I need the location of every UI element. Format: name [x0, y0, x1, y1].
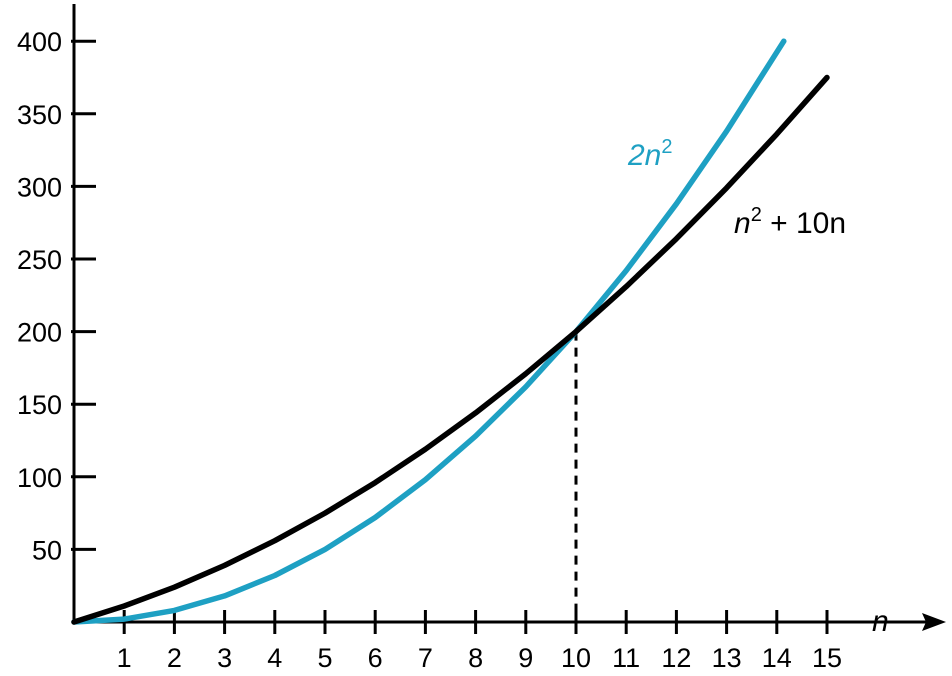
y-tick-label: 400: [17, 27, 62, 57]
series-lines: [71, 38, 830, 625]
y-tick-label: 300: [17, 172, 62, 202]
x-tick-label: 7: [418, 643, 433, 673]
x-tick-label: 10: [561, 643, 591, 673]
x-tick-label: 8: [468, 643, 483, 673]
series-label-2n2: 2n2: [627, 136, 673, 172]
axes: [72, 4, 946, 631]
series-line-n2-plus-10n: [71, 74, 830, 625]
series-line-2n2: [71, 38, 787, 625]
series-label-n2-plus-10n: n2 + 10n: [734, 204, 846, 240]
x-tick-label: 15: [812, 643, 842, 673]
y-tick-label: 50: [32, 535, 62, 565]
x-tick-label: 12: [661, 643, 691, 673]
x-tick-label: 3: [217, 643, 232, 673]
x-tick-label: 9: [518, 643, 533, 673]
x-tick-label: 11: [612, 643, 640, 673]
x-tick-label: 4: [267, 643, 282, 673]
x-tick-label: 14: [762, 643, 792, 673]
x-tick-label: 13: [712, 643, 742, 673]
x-axis-name: n: [872, 605, 889, 638]
y-tick-label: 200: [17, 318, 62, 348]
x-tick-label: 5: [317, 643, 332, 673]
y-tick-label: 350: [17, 100, 62, 130]
x-axis-arrowhead: [922, 613, 946, 631]
labels: 2n2 n2 + 10n n: [627, 136, 889, 638]
x-tick-label: 6: [368, 643, 383, 673]
ticks: 1 2 3 4 5 6 7 8 9 10 11 12 13 14 155010015020025030035…: [17, 27, 842, 673]
y-tick-label: 100: [17, 463, 62, 493]
y-tick-label: 250: [17, 245, 62, 275]
x-tick-label: 2: [167, 643, 182, 673]
x-tick-label: 1: [117, 643, 132, 673]
y-tick-label: 150: [17, 390, 62, 420]
